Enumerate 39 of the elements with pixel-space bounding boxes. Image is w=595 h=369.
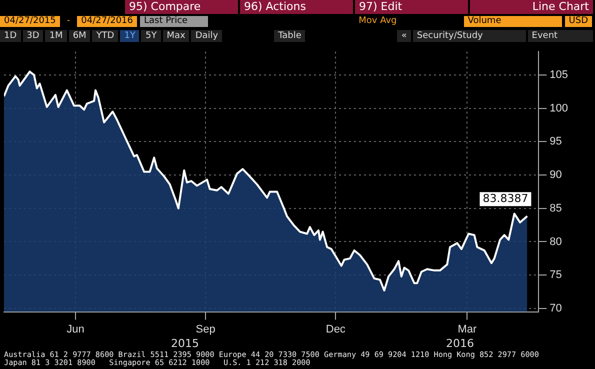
text: Line Chart <box>470 0 593 14</box>
x-tick-label: Mar <box>458 323 477 336</box>
text: Event <box>528 30 593 42</box>
text: USD <box>564 16 592 26</box>
y-tick-label: 100 <box>550 102 568 114</box>
text: 2015 <box>171 337 199 350</box>
y-tick-label: 85 <box>550 202 562 214</box>
text: 95) Compare <box>125 0 238 14</box>
text: 96) Actions <box>240 0 353 14</box>
y-tick-label: 80 <box>550 236 562 248</box>
text: 97) Edit <box>355 0 468 14</box>
text: 04/27/2015 <box>0 16 60 26</box>
y-tick-label: 75 <box>550 269 562 282</box>
text: 04/27/2016 <box>77 16 137 26</box>
text: 1M <box>45 30 67 42</box>
text: Daily <box>191 30 222 42</box>
text: YTD <box>92 30 118 42</box>
text: Volume <box>464 16 562 26</box>
text: 3D <box>22 30 44 42</box>
y-tick-label: 70 <box>550 302 562 314</box>
text: Mov Avg <box>358 16 398 26</box>
text: Security/Study <box>412 30 526 42</box>
x-tick-label: Jun <box>66 323 84 336</box>
text: Last Price <box>140 16 208 26</box>
text: 1Y <box>120 30 140 42</box>
text: 5Y <box>141 30 161 42</box>
text: 2016 <box>446 337 474 350</box>
x-tick-label: Dec <box>326 323 346 336</box>
y-tick-label: 105 <box>550 68 568 81</box>
text: 1D <box>0 30 21 42</box>
text: 6M <box>68 30 90 42</box>
text: « <box>397 30 411 42</box>
data-label: 83.8387 <box>482 192 528 205</box>
y-tick-label: 95 <box>550 136 562 148</box>
text: - <box>66 16 72 26</box>
x-tick-label: Sep <box>196 323 216 336</box>
y-tick-label: 90 <box>550 169 562 182</box>
text: Max <box>162 30 190 42</box>
text: Table <box>274 30 306 42</box>
